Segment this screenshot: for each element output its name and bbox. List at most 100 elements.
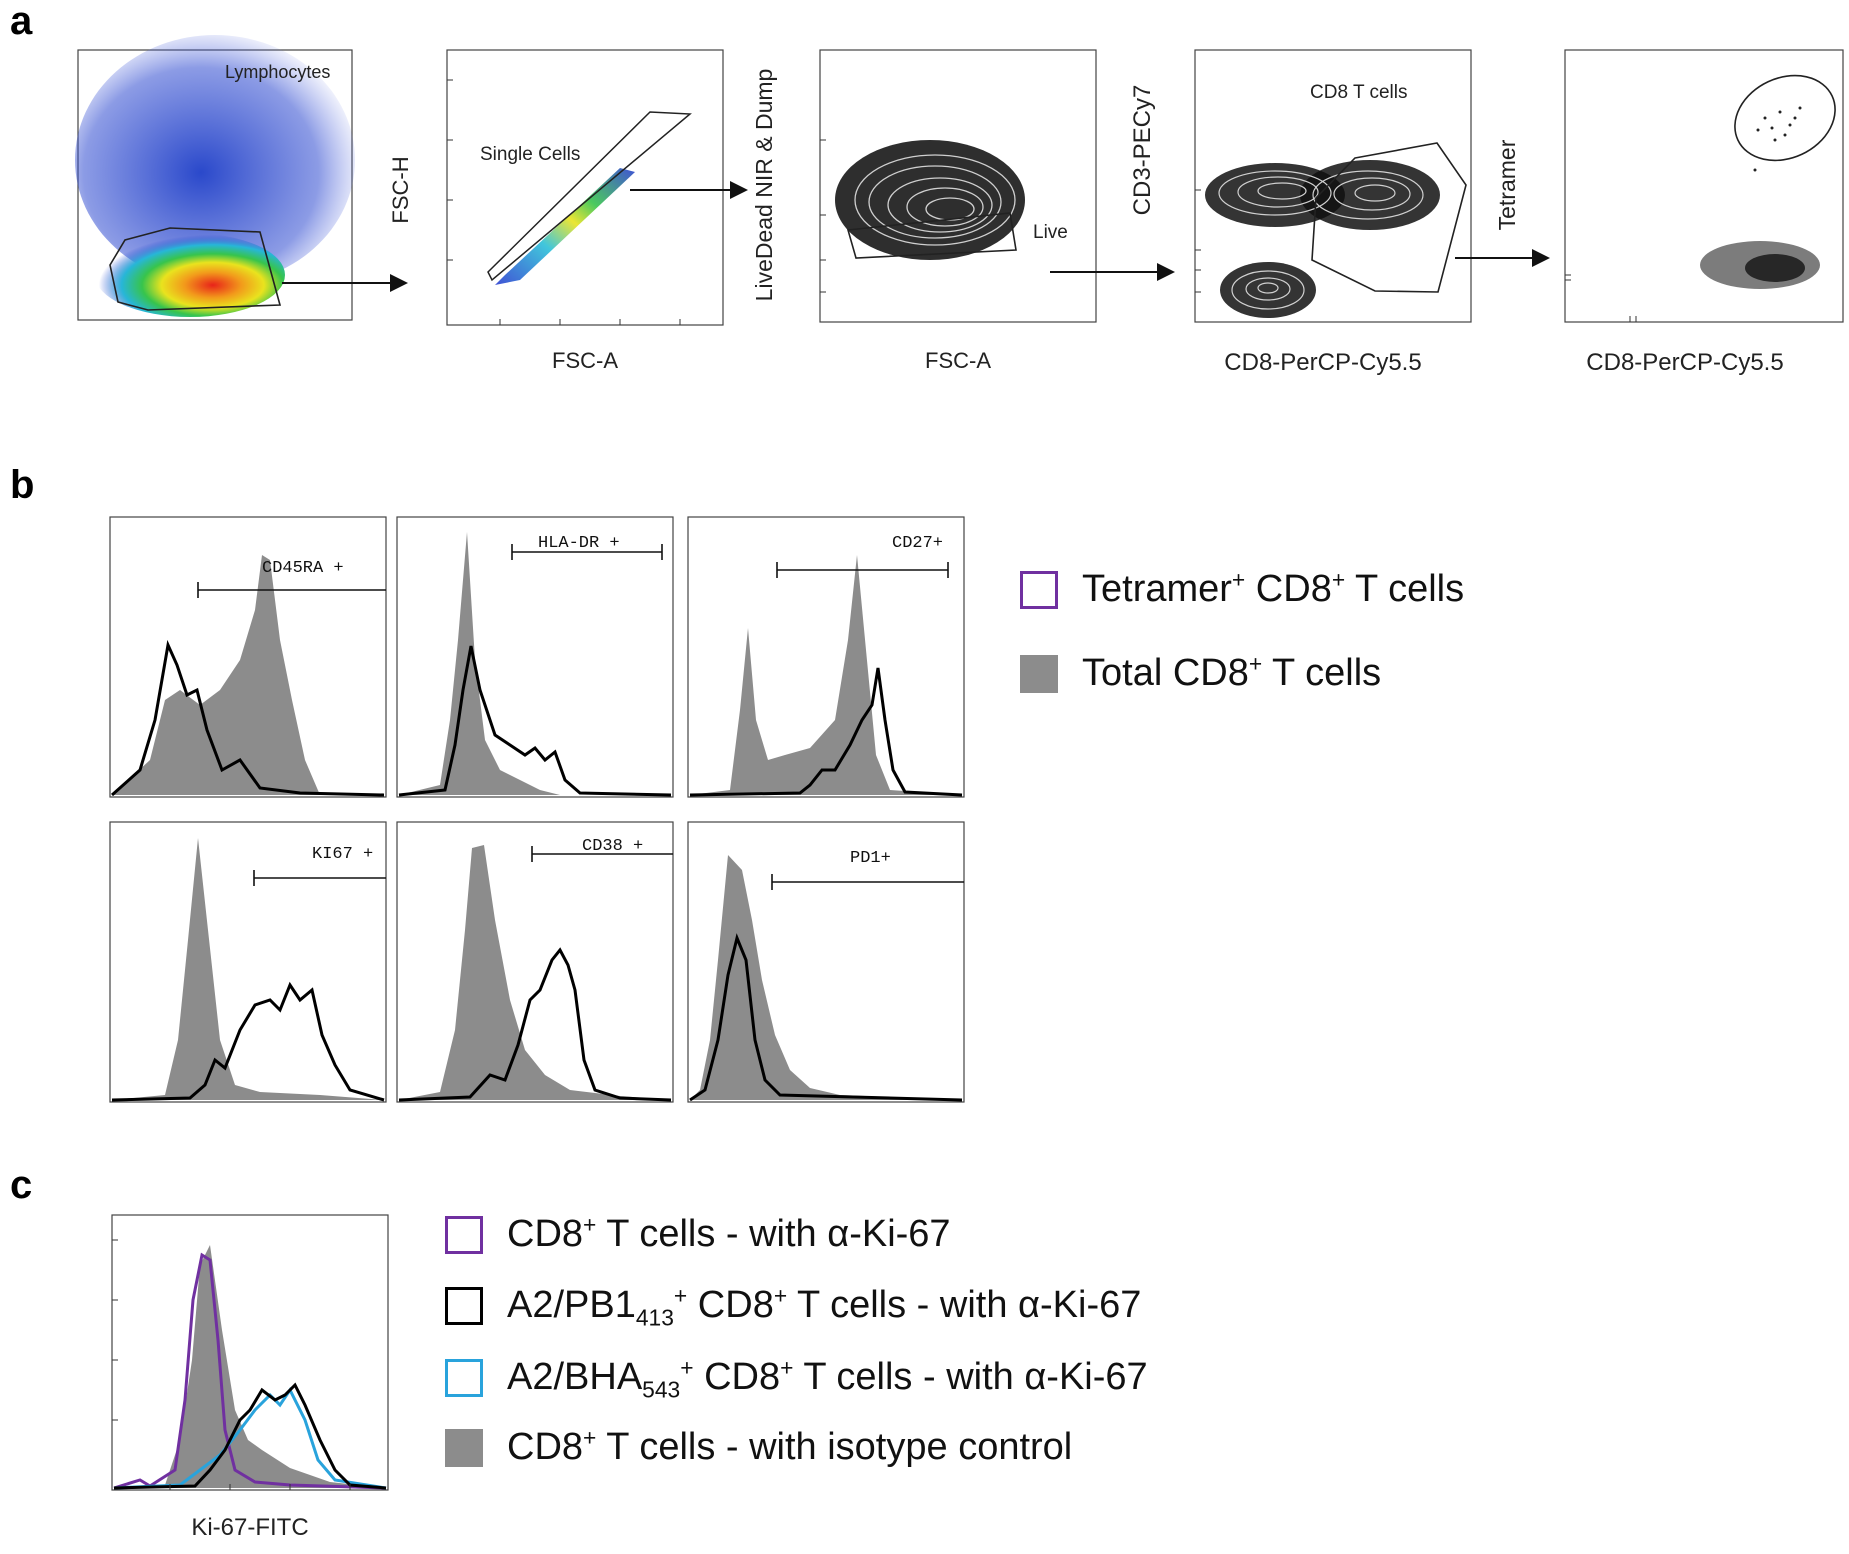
legend-b-tetramer-sup: + bbox=[1231, 566, 1246, 593]
legend-c-isotype-sup: + bbox=[583, 1424, 597, 1451]
legend-c-isotype: CD8+ T cells - with isotype control bbox=[445, 1426, 1072, 1469]
hist-b6-label: PD1+ bbox=[850, 849, 891, 868]
hist-c-ticks bbox=[112, 1239, 351, 1490]
legend-b-tetramer-sup2: + bbox=[1331, 566, 1346, 593]
hist-b4-label: KI67 + bbox=[312, 845, 373, 864]
hist-b3: CD27+ bbox=[687, 516, 965, 798]
hist-c: Ki-67-FITC bbox=[111, 1214, 389, 1541]
legend-c-pb1-text: A2/PB1413+ CD8+ T cells - with α-Ki-67 bbox=[507, 1282, 1142, 1329]
plot-a2-ticks bbox=[447, 79, 681, 325]
legend-b-tetramer-rest: CD8 bbox=[1245, 568, 1332, 610]
legend-c-pb1-post2: T cells - with α-Ki-67 bbox=[787, 1284, 1142, 1326]
hist-b2: HLA-DR + bbox=[396, 516, 674, 798]
plot-a1-gate bbox=[109, 227, 282, 311]
plot-a5: Tetramer CD8-PerCP-Cy5.5 bbox=[1494, 49, 1844, 376]
hist-b6-total-fill bbox=[690, 855, 962, 1100]
hist-c-x-label: Ki-67-FITC bbox=[191, 1514, 308, 1541]
legend-c-bha-sub: 543 bbox=[642, 1376, 681, 1403]
legend-b-total: Total CD8+ T cells bbox=[1020, 652, 1381, 695]
legend-c-cd8-text: CD8+ T cells - with α-Ki-67 bbox=[507, 1213, 951, 1256]
hist-b4: KI67 + bbox=[109, 821, 387, 1103]
hist-b1-total-fill bbox=[112, 555, 320, 795]
hist-b2-label: HLA-DR + bbox=[538, 534, 620, 553]
legend-c-bha-sup2: + bbox=[780, 1354, 794, 1381]
plot-a4-x-label: CD8-PerCP-Cy5.5 bbox=[1224, 349, 1421, 376]
hist-b6: PD1+ bbox=[687, 821, 965, 1103]
hist-b5-total-fill bbox=[399, 845, 671, 1100]
plot-a3-contours bbox=[854, 154, 1016, 246]
legend-c-pb1-pre: A2/PB1 bbox=[507, 1284, 636, 1326]
plot-a5-cluster-core bbox=[1745, 254, 1805, 282]
legend-c-cd8: CD8+ T cells - with α-Ki-67 bbox=[445, 1213, 951, 1256]
legend-c-bha-text: A2/BHA543+ CD8+ T cells - with α-Ki-67 bbox=[507, 1354, 1148, 1401]
legend-b-tetramer-main: Tetramer bbox=[1082, 568, 1232, 610]
legend-b-total-swatch bbox=[1020, 654, 1058, 693]
plot-a3-gate-label: Live bbox=[1033, 222, 1068, 243]
arrow-a3-head bbox=[1157, 263, 1175, 281]
hist-b3-total-fill bbox=[690, 555, 962, 795]
plot-a1-gate-label: Lymphocytes bbox=[225, 62, 330, 82]
plot-a2-frame bbox=[446, 49, 724, 326]
arrow-a2-head bbox=[730, 181, 748, 199]
plot-a2-y-label: FSC-H bbox=[388, 156, 413, 223]
legend-c-isotype-text: CD8+ T cells - with isotype control bbox=[507, 1426, 1072, 1469]
hist-b3-tetramer-line bbox=[689, 667, 963, 797]
plot-a1-cloud bbox=[75, 35, 355, 285]
hist-c-pb1-line bbox=[113, 1382, 387, 1490]
legend-c-bha-post: CD8 bbox=[693, 1356, 781, 1398]
hist-b1: CD45RA + bbox=[109, 516, 387, 798]
legend-c-bha-swatch bbox=[445, 1358, 483, 1397]
plot-a4-y-label: CD3-PECy7 bbox=[1129, 85, 1156, 216]
legend-c-pb1-swatch bbox=[445, 1286, 483, 1325]
legend-b-total-sup: + bbox=[1248, 650, 1263, 677]
plot-a3-y-label: LiveDead NIR & Dump bbox=[751, 69, 777, 302]
plot-a3-ticks bbox=[820, 139, 826, 293]
plot-a4-contours bbox=[1218, 170, 1424, 310]
plot-a2-x-label: FSC-A bbox=[552, 348, 618, 373]
legend-c-pb1: A2/PB1413+ CD8+ T cells - with α-Ki-67 bbox=[445, 1282, 1142, 1329]
legend-b-total-text: Total CD8+ T cells bbox=[1082, 652, 1381, 695]
hist-b3-label: CD27+ bbox=[892, 534, 943, 553]
legend-c-bha-sup: + bbox=[680, 1354, 694, 1381]
legend-c-bha-post2: T cells - with α-Ki-67 bbox=[793, 1356, 1148, 1398]
plot-a5-ticks bbox=[1565, 274, 1637, 322]
legend-c-cd8-post: T cells - with α-Ki-67 bbox=[596, 1213, 951, 1255]
plot-a2-diagonal bbox=[495, 168, 635, 285]
legend-b-tetramer-text: Tetramer+ CD8+ T cells bbox=[1082, 568, 1464, 611]
legend-b-total-tail: T cells bbox=[1262, 652, 1382, 694]
legend-c-isotype-swatch bbox=[445, 1428, 483, 1467]
legend-c-cd8-pre: CD8 bbox=[507, 1213, 584, 1255]
plot-a2: Single Cells FSC-H FSC-A bbox=[388, 49, 748, 373]
hist-b6-gate bbox=[771, 874, 964, 890]
hist-b3-gate bbox=[776, 562, 949, 578]
plot-a4-ticks bbox=[1195, 189, 1201, 293]
hist-b5-gate bbox=[531, 846, 673, 862]
plot-a1: Lymphocytes bbox=[75, 35, 408, 321]
plot-a3-x-label: FSC-A bbox=[925, 348, 991, 373]
hist-b2-frame bbox=[396, 516, 674, 798]
legend-c-pb1-sup: + bbox=[673, 1282, 688, 1309]
legend-b-tetramer: Tetramer+ CD8+ T cells bbox=[1020, 568, 1464, 611]
hist-b4-total-fill bbox=[112, 838, 384, 1100]
hist-b2-total-fill bbox=[399, 532, 560, 795]
plot-a4-gate-label: CD8 T cells bbox=[1310, 82, 1408, 103]
plot-a3-cloud bbox=[835, 140, 1025, 260]
hist-b5-frame bbox=[396, 821, 674, 1103]
plot-a2-gate-label: Single Cells bbox=[480, 144, 580, 165]
plot-a2-gate bbox=[487, 111, 692, 282]
legend-c-pb1-post: CD8 bbox=[687, 1284, 774, 1326]
plot-a3-gate bbox=[846, 212, 1017, 259]
legend-c-cd8-swatch bbox=[445, 1215, 483, 1254]
legend-c-bha: A2/BHA543+ CD8+ T cells - with α-Ki-67 bbox=[445, 1354, 1148, 1401]
hist-b1-label: CD45RA + bbox=[262, 559, 344, 578]
panel-label-a: a bbox=[10, 0, 33, 43]
legend-c-bha-pre: A2/BHA bbox=[507, 1356, 643, 1398]
arrow-a4-head bbox=[1532, 249, 1550, 267]
legend-b-total-main: Total CD8 bbox=[1082, 652, 1249, 694]
hist-b4-tetramer-line bbox=[111, 981, 385, 1102]
hist-b2-tetramer-line bbox=[398, 645, 672, 797]
panel-label-b: b bbox=[10, 463, 34, 507]
legend-c-isotype-pre: CD8 bbox=[507, 1426, 584, 1468]
plot-a5-x-label: CD8-PerCP-Cy5.5 bbox=[1586, 349, 1783, 376]
plot-a4-gate bbox=[1311, 142, 1467, 293]
